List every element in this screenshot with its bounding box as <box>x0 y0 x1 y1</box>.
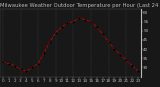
Text: Milwaukee Weather Outdoor Temperature per Hour (Last 24 Hours): Milwaukee Weather Outdoor Temperature pe… <box>0 3 160 8</box>
